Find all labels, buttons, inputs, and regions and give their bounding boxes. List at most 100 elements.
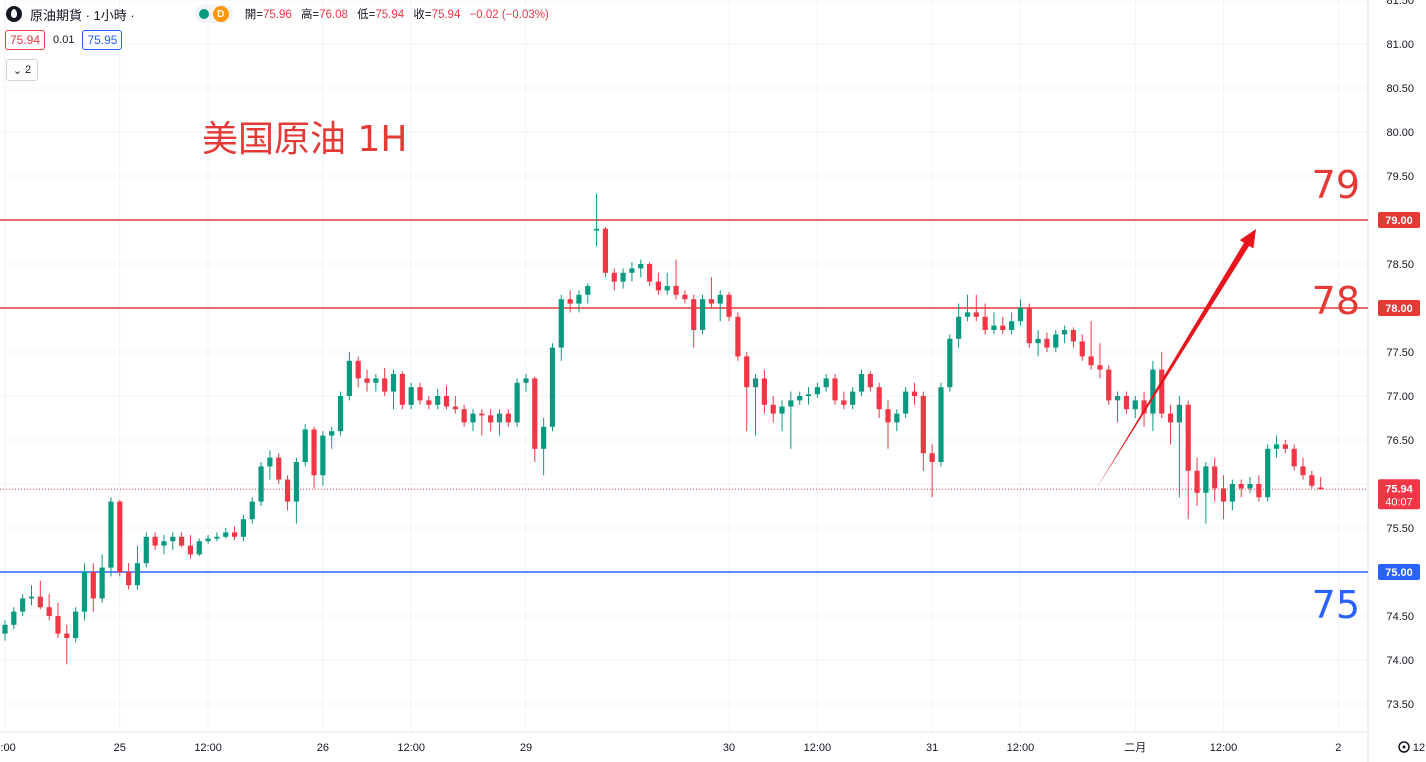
candle-body [443,396,450,407]
y-tick-label: 74.00 [1386,655,1414,667]
candle-body [179,536,185,546]
candle-body [320,435,326,476]
low-value: 75.94 [375,9,405,21]
candle [682,290,688,304]
candle-body [964,312,971,317]
x-tick-label: 26 [317,742,329,754]
candle [1300,457,1306,480]
candle-body [479,413,485,416]
candle [346,352,352,401]
candle-body [1247,484,1253,489]
y-tick-label: 80.50 [1386,83,1414,95]
delayed-data-badge: D [212,6,229,22]
last-price-label: 75.94 [1385,483,1413,495]
candle [655,272,662,295]
candle [788,391,794,449]
candle-body [496,413,503,423]
candle-body [664,286,670,291]
candle-body [1203,466,1209,493]
candle-body [329,431,335,436]
candle [620,268,626,289]
candle [779,400,785,432]
candle [1176,396,1182,498]
y-tick-label: 74.50 [1386,611,1414,623]
candle [302,424,308,467]
candle [443,385,450,410]
candle-body [956,316,962,339]
chart-annotation-title[interactable]: 美国原油 1H [202,119,407,160]
candle-body [284,479,291,502]
candle-body [646,264,653,282]
y-tick-label: 73.50 [1386,699,1414,711]
candle-body [982,316,988,330]
market-status[interactable]: D [194,5,233,23]
candle [161,535,167,555]
settings-gear-icon[interactable] [1398,741,1410,753]
candle-body [638,264,644,269]
candle-body [205,538,211,542]
candle [276,453,282,484]
candle-body [143,536,149,564]
candle-body [867,374,873,388]
sell-button[interactable]: 75.94 [5,30,46,50]
candle-body [885,409,891,423]
close-value: 75.94 [431,9,461,21]
candle-body [894,413,900,423]
candle [479,409,485,436]
candle [903,387,909,418]
candle-body [708,299,714,304]
candle-body [37,596,43,608]
candle [1114,391,1121,423]
candle-body [452,406,458,410]
candle [452,396,458,414]
candle-body [903,391,909,414]
candle [73,607,79,643]
candle [1265,444,1271,502]
candle-body [1238,484,1244,489]
market-open-icon [198,9,209,19]
candle-body [355,360,361,379]
candle [929,444,935,498]
candle [170,532,176,550]
level-price-tag-79 [1378,212,1420,228]
candle-body [267,457,273,467]
candle-body [655,281,662,291]
buy-button[interactable]: 75.95 [82,30,123,50]
candle [152,532,158,550]
candle-body [435,396,441,405]
candle [64,624,70,665]
x-tick-label: 12:00 [1210,742,1238,754]
spread-value: 0.01 [53,34,75,46]
candle-body [46,607,52,616]
candle [1017,299,1024,326]
candle [558,294,564,361]
candle [1282,440,1288,454]
symbol-title[interactable]: 原油期貨 · 1小時 · [30,7,135,23]
candle-body [1309,475,1315,486]
x-tick-label: 二月 [1124,742,1146,754]
candle-body [1167,413,1174,423]
candle-body [214,536,220,539]
candle [470,409,476,432]
candle [514,378,520,427]
candle [1009,312,1015,335]
candle-body [938,387,944,462]
forecast-arrow[interactable] [1089,225,1263,494]
candle [850,387,856,410]
candle [81,563,88,621]
candle [1106,365,1112,405]
candle-body [28,596,35,599]
candle [2,620,8,641]
candle [1238,479,1244,498]
candle [646,262,653,286]
candle-body [152,536,158,546]
candle [187,535,194,559]
candle [55,602,61,638]
candle [117,499,123,577]
candle [894,409,900,432]
candle-body [2,624,8,634]
indicators-collapse-button[interactable]: ⌄ 2 [6,59,38,81]
candle [1097,343,1103,379]
chevron-down-icon: ⌄ [12,64,23,77]
